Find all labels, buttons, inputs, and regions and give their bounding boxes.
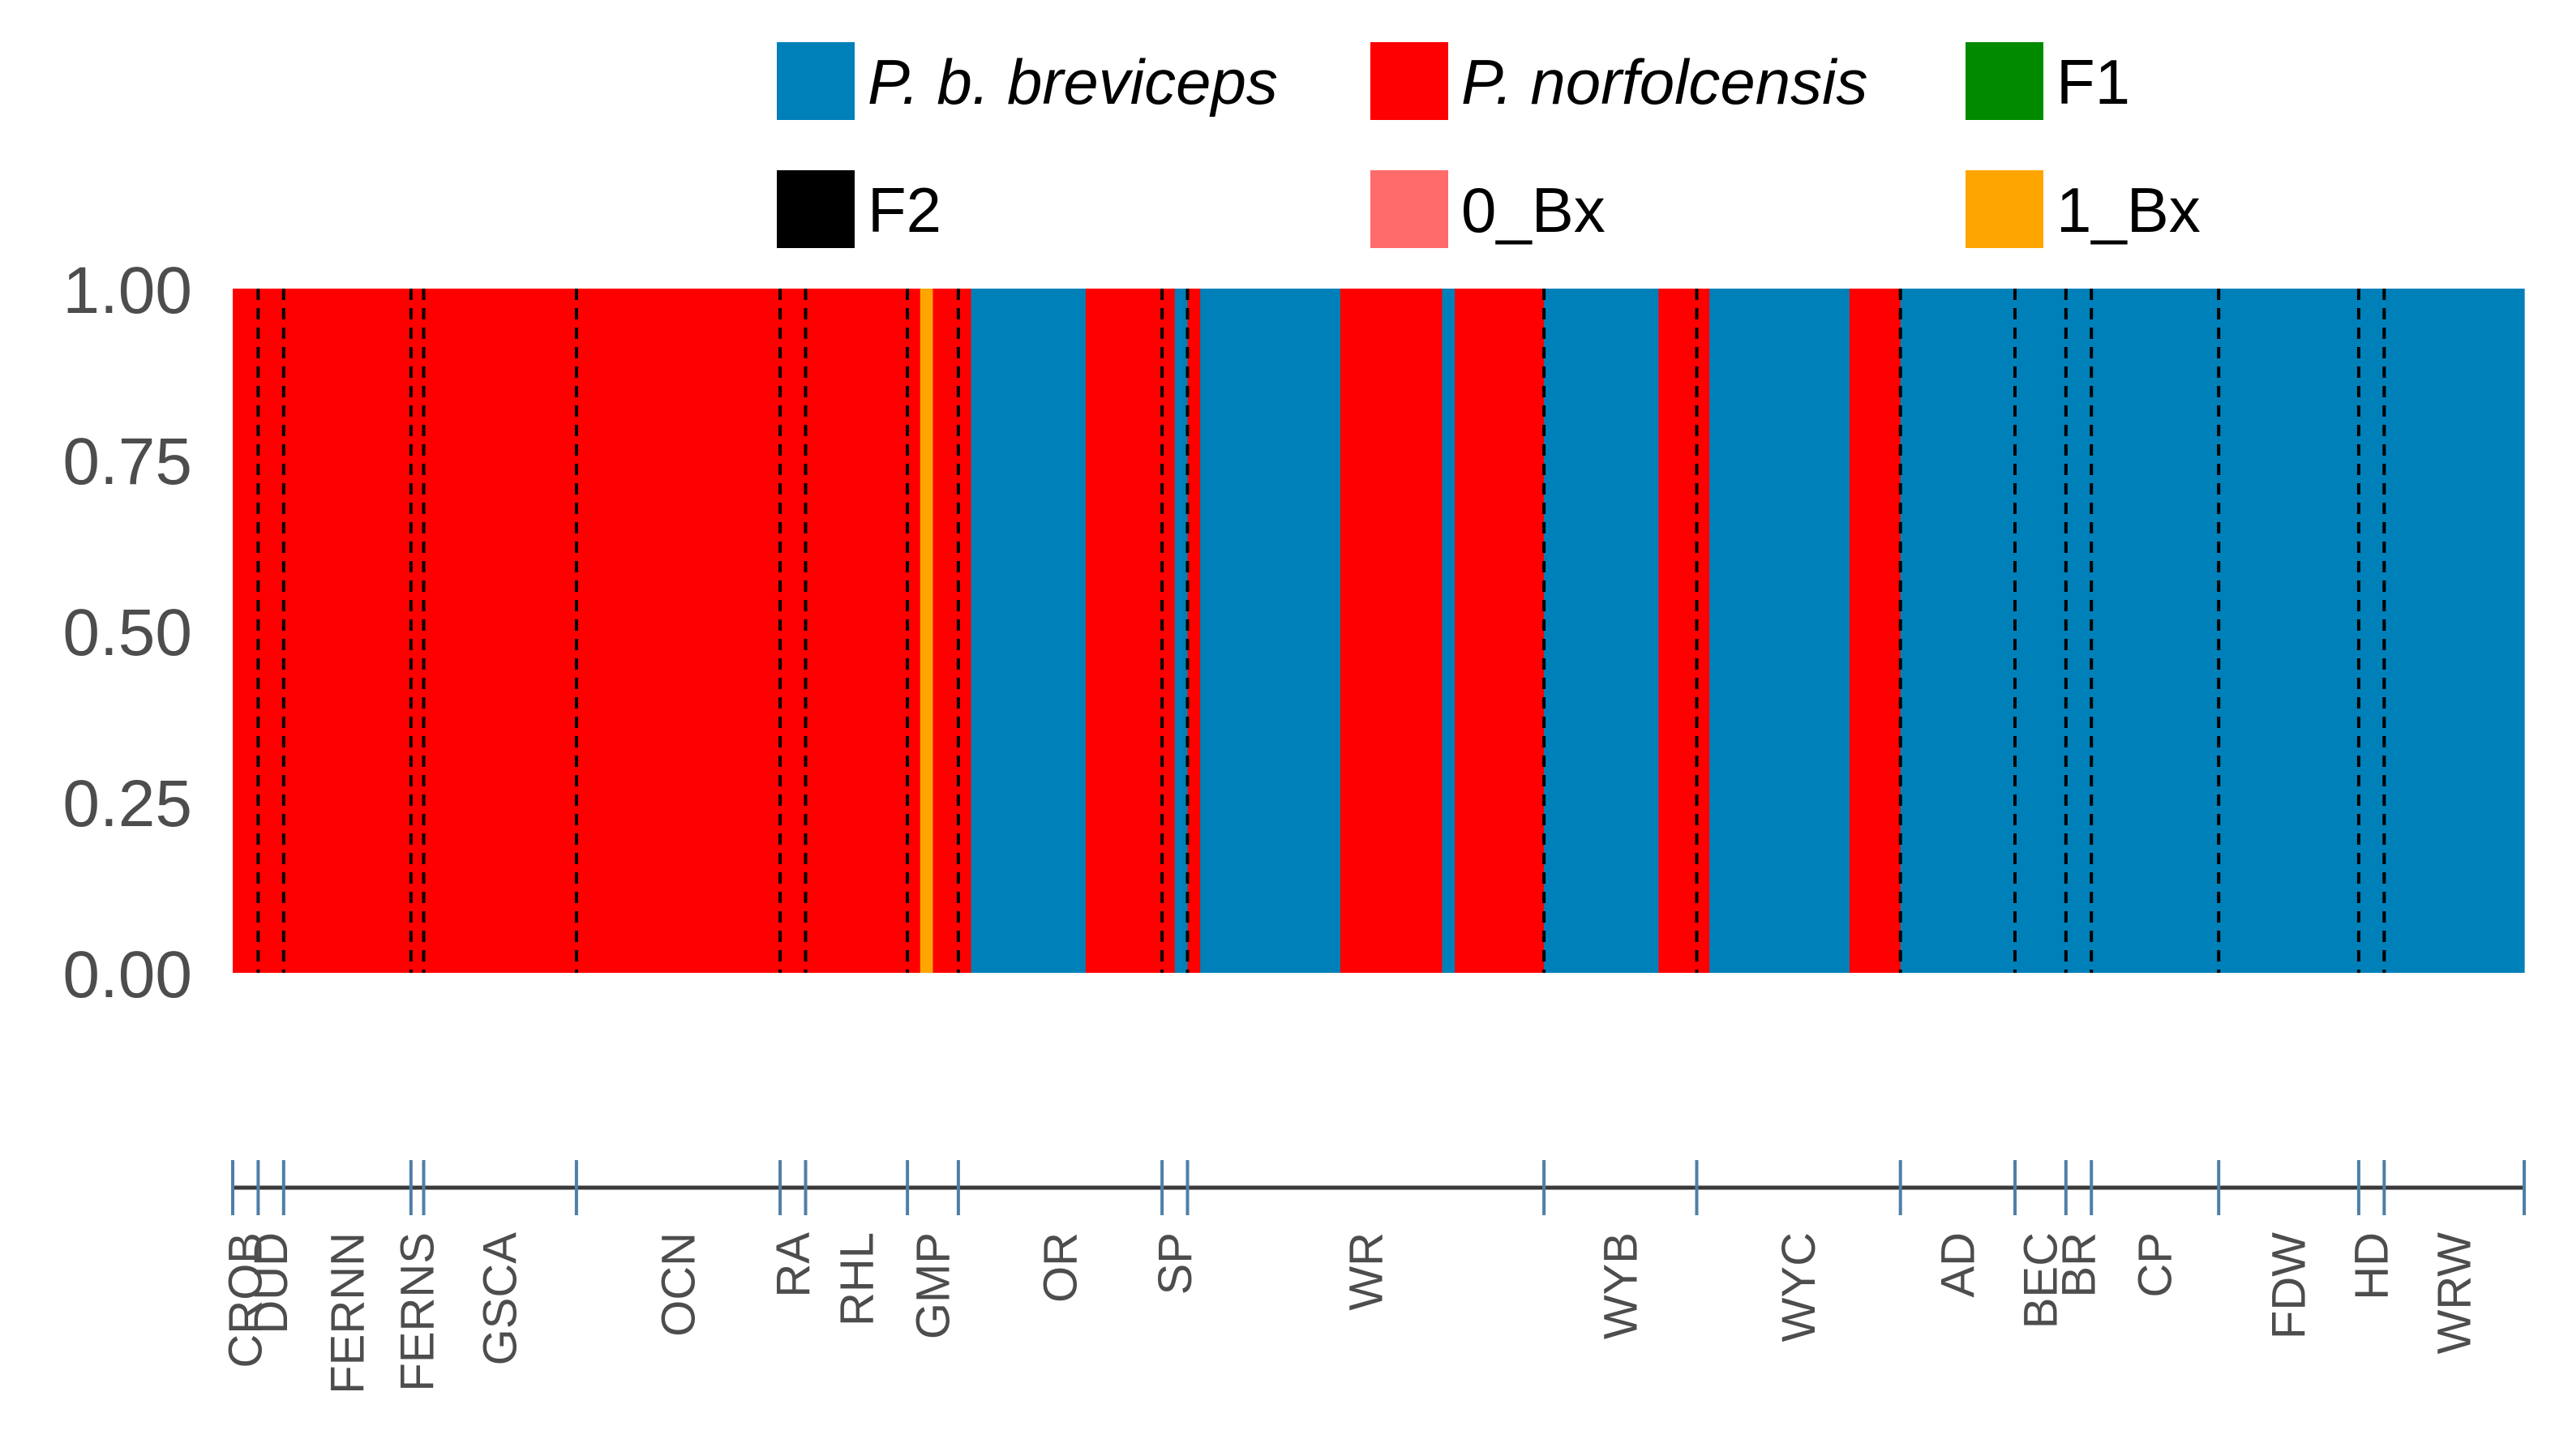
bar-segment-p-b-breviceps [1442, 289, 1455, 973]
population-label-cp: CP [2129, 1232, 2182, 1298]
legend: P. b. breviceps P. norfolcensis F1 F2 0_Bx 1_… [777, 42, 2201, 248]
bar-segment-p-norfolcensis [932, 289, 972, 973]
y-tick-label: 0.00 [62, 938, 192, 1012]
population-label-dud: DUD [245, 1232, 298, 1334]
legend-swatch-f2 [777, 170, 855, 248]
bar-segment-p-b-breviceps [1174, 289, 1189, 973]
legend-swatch-0-bx [1370, 170, 1448, 248]
y-tick-label: 0.50 [62, 596, 192, 670]
legend-swatch-1-bx [1966, 170, 2043, 248]
legend-swatch-p-b-breviceps [777, 42, 855, 120]
legend-label-p-norfolcensis: P. norfolcensis [1461, 46, 1868, 118]
bar-segment-p-norfolcensis [1849, 289, 1901, 973]
y-tick-label: 1.00 [62, 254, 192, 328]
bar-segment-p-b-breviceps [1200, 289, 1341, 973]
bar-segment-p-b-breviceps [1709, 289, 1850, 973]
population-dividers [256, 289, 2386, 973]
population-label-fernn: FERNN [321, 1232, 374, 1394]
legend-label-1-bx: 1_Bx [2056, 174, 2201, 246]
population-label-ra: RA [767, 1232, 820, 1298]
population-label-gsca: GSCA [474, 1232, 527, 1366]
population-label-ferns: FERNS [392, 1232, 444, 1392]
population-label-wyb: WYB [1594, 1232, 1647, 1339]
legend-swatch-f1 [1966, 42, 2043, 120]
population-label-rhl: RHL [830, 1232, 883, 1326]
population-label-wyc: WYC [1773, 1232, 1825, 1342]
population-label-wrw: WRW [2429, 1232, 2481, 1355]
bar-segment-p-norfolcensis [1455, 289, 1545, 973]
population-label-gmp: GMP [907, 1232, 960, 1339]
population-label-br: BR [2053, 1232, 2106, 1298]
population-label-bec: BEC [2014, 1232, 2067, 1329]
legend-swatch-p-norfolcensis [1370, 42, 1448, 120]
y-tick-label: 0.25 [62, 767, 192, 841]
legend-label-p-b-breviceps: P. b. breviceps [868, 46, 1278, 118]
bar-segment-p-norfolcensis [1085, 289, 1176, 973]
population-label-ocn: OCN [653, 1232, 705, 1337]
bar-segment-p-b-breviceps [971, 289, 1087, 973]
population-label-ad: AD [1931, 1232, 1984, 1298]
bar-segment-p-norfolcensis [1658, 289, 1710, 973]
bar-segment-p-b-breviceps [1544, 289, 1659, 973]
bar-segment-1-bx [920, 289, 934, 973]
population-label-sp: SP [1149, 1232, 1202, 1295]
population-label-crob: CROB [220, 1232, 272, 1368]
y-tick-label: 0.75 [62, 425, 192, 499]
bar-segment-p-b-breviceps [1900, 289, 2525, 973]
y-axis: 0.00 0.25 0.50 0.75 1.00 [62, 254, 192, 1012]
legend-label-0-bx: 0_Bx [1461, 174, 1606, 246]
bar-segment-p-norfolcensis [1340, 289, 1443, 973]
population-label-or: OR [1035, 1232, 1087, 1303]
bar-segment-p-norfolcensis [1187, 289, 1201, 973]
population-label-fdw: FDW [2263, 1232, 2316, 1339]
admixture-bars [233, 289, 2525, 973]
population-label-hd: HD [2346, 1232, 2399, 1300]
legend-label-f1: F1 [2056, 46, 2130, 118]
legend-label-f2: F2 [868, 174, 941, 246]
population-label-wr: WR [1340, 1232, 1392, 1311]
